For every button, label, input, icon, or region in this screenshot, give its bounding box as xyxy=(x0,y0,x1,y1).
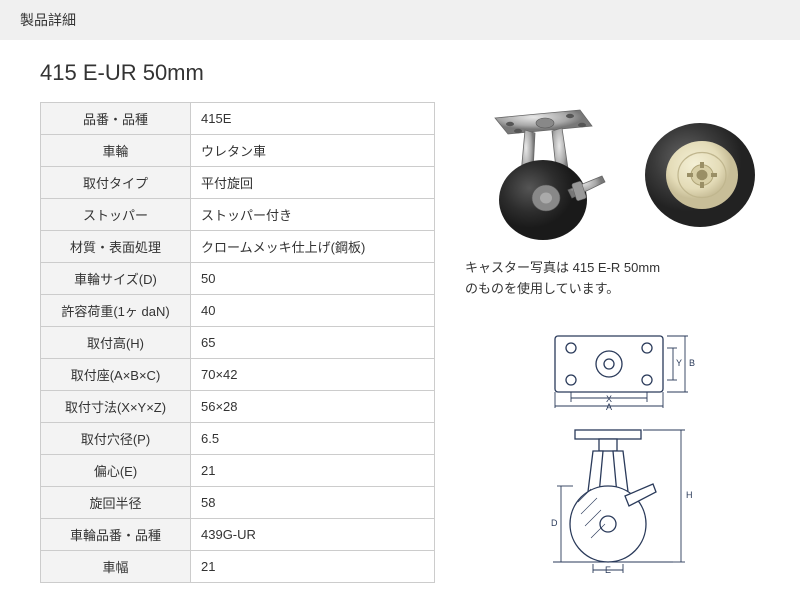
right-column: キャスター写真は 415 E-R 50mm のものを使用しています。 xyxy=(465,60,770,583)
spec-value: 21 xyxy=(191,551,435,583)
product-title: 415 E-UR 50mm xyxy=(40,60,435,86)
spec-label: 車輪 xyxy=(41,135,191,167)
spec-label: 材質・表面処理 xyxy=(41,231,191,263)
spec-value: 40 xyxy=(191,295,435,327)
diagram-area: X A Y B xyxy=(465,328,770,574)
section-title: 製品詳細 xyxy=(20,12,76,28)
spec-value: 平付旋回 xyxy=(191,167,435,199)
spec-label: 車輪サイズ(D) xyxy=(41,263,191,295)
spec-value: 21 xyxy=(191,455,435,487)
section-header: 製品詳細 xyxy=(0,0,800,40)
photo-caption: キャスター写真は 415 E-R 50mm のものを使用しています。 xyxy=(465,258,770,300)
spec-label: 取付穴径(P) xyxy=(41,423,191,455)
table-row: ストッパーストッパー付き xyxy=(41,199,435,231)
table-row: 車幅21 xyxy=(41,551,435,583)
spec-value: 58 xyxy=(191,487,435,519)
spec-value: 415E xyxy=(191,103,435,135)
spec-label: 偏心(E) xyxy=(41,455,191,487)
table-row: 車輪品番・品種439G-UR xyxy=(41,519,435,551)
spec-label: 取付タイプ xyxy=(41,167,191,199)
spec-label: 旋回半径 xyxy=(41,487,191,519)
left-column: 415 E-UR 50mm 品番・品種415E車輪ウレタン車取付タイプ平付旋回ス… xyxy=(40,60,435,583)
spec-value: 56×28 xyxy=(191,391,435,423)
table-row: 取付タイプ平付旋回 xyxy=(41,167,435,199)
table-row: 許容荷重(1ヶ daN)40 xyxy=(41,295,435,327)
spec-value: ウレタン車 xyxy=(191,135,435,167)
table-row: 品番・品種415E xyxy=(41,103,435,135)
spec-value: 6.5 xyxy=(191,423,435,455)
spec-label: 品番・品種 xyxy=(41,103,191,135)
dim-b: B xyxy=(689,358,695,368)
spec-table: 品番・品種415E車輪ウレタン車取付タイプ平付旋回ストッパーストッパー付き材質・… xyxy=(40,102,435,583)
content-area: 415 E-UR 50mm 品番・品種415E車輪ウレタン車取付タイプ平付旋回ス… xyxy=(0,40,800,603)
caption-line2: のものを使用しています。 xyxy=(465,281,619,296)
caption-line1: キャスター写真は 415 E-R 50mm xyxy=(465,260,660,275)
product-photo-row xyxy=(465,100,770,250)
table-row: 材質・表面処理クロームメッキ仕上げ(鋼板) xyxy=(41,231,435,263)
spec-value: 65 xyxy=(191,327,435,359)
spec-value: クロームメッキ仕上げ(鋼板) xyxy=(191,231,435,263)
table-row: 車輪サイズ(D)50 xyxy=(41,263,435,295)
spec-label: 許容荷重(1ヶ daN) xyxy=(41,295,191,327)
dim-e: E xyxy=(605,565,611,574)
side-diagram: H D E xyxy=(533,424,703,574)
spec-value: 439G-UR xyxy=(191,519,435,551)
table-row: 取付穴径(P)6.5 xyxy=(41,423,435,455)
spec-value: 70×42 xyxy=(191,359,435,391)
table-row: 旋回半径58 xyxy=(41,487,435,519)
spec-value: ストッパー付き xyxy=(191,199,435,231)
caster-photo xyxy=(470,100,620,250)
table-row: 取付座(A×B×C)70×42 xyxy=(41,359,435,391)
spec-label: 車幅 xyxy=(41,551,191,583)
dim-y: Y xyxy=(676,358,682,368)
table-row: 取付高(H)65 xyxy=(41,327,435,359)
table-row: 取付寸法(X×Y×Z)56×28 xyxy=(41,391,435,423)
spec-label: 取付高(H) xyxy=(41,327,191,359)
plate-diagram: X A Y B xyxy=(533,328,703,410)
wheel-photo xyxy=(640,113,765,238)
spec-label: 取付座(A×B×C) xyxy=(41,359,191,391)
spec-label: 車輪品番・品種 xyxy=(41,519,191,551)
dim-a: A xyxy=(606,402,612,410)
dim-d: D xyxy=(551,518,558,528)
spec-label: 取付寸法(X×Y×Z) xyxy=(41,391,191,423)
table-row: 車輪ウレタン車 xyxy=(41,135,435,167)
spec-label: ストッパー xyxy=(41,199,191,231)
table-row: 偏心(E)21 xyxy=(41,455,435,487)
dim-h: H xyxy=(686,490,693,500)
spec-value: 50 xyxy=(191,263,435,295)
